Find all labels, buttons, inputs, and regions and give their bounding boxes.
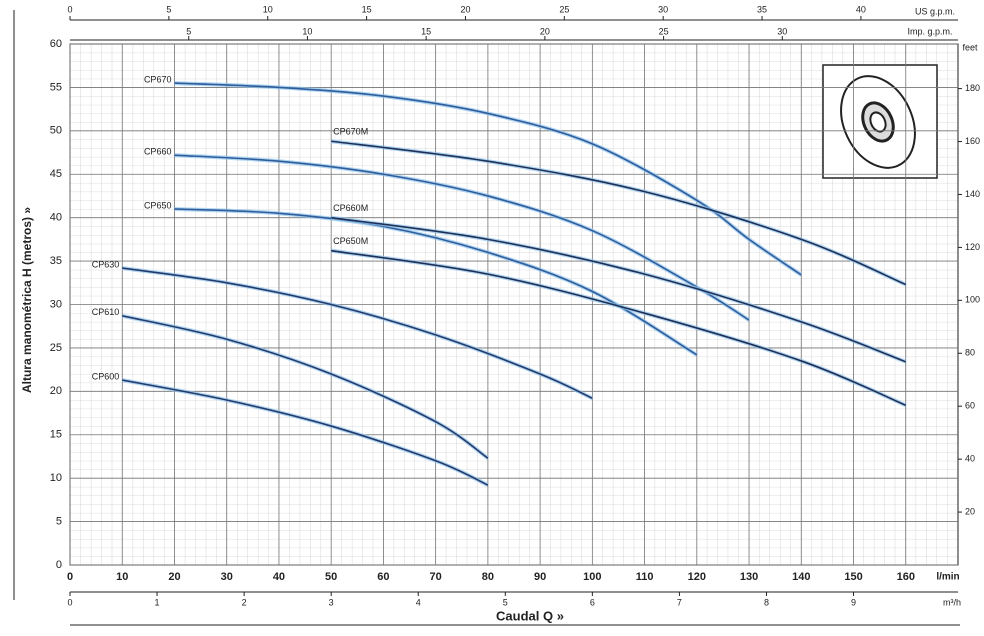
x4-unit: m³/h (943, 597, 961, 607)
y2-tick-label: 140 (965, 189, 980, 199)
x4-tick-label: 7 (677, 597, 682, 607)
x-tick-label: 60 (377, 571, 389, 583)
x-tick-label: 160 (897, 571, 915, 583)
y2-tick-label: 160 (965, 136, 980, 146)
x-tick-label: 0 (67, 571, 73, 583)
x2-tick-label: 35 (757, 4, 767, 14)
y-tick-label: 0 (56, 559, 62, 571)
y-tick-label: 20 (50, 385, 62, 397)
x3-tick-label: 30 (777, 26, 787, 36)
curve-label: CP670 (144, 74, 172, 84)
x-tick-label: 80 (482, 571, 494, 583)
x-tick-label: 70 (430, 571, 442, 583)
y-tick-label: 10 (50, 472, 62, 484)
x3-tick-label: 15 (421, 26, 431, 36)
x4-tick-label: 0 (67, 597, 72, 607)
y2-tick-label: 60 (965, 401, 975, 411)
y2-tick-label: 20 (965, 506, 975, 516)
curve-label: CP610 (92, 307, 120, 317)
x-tick-label: 30 (221, 571, 233, 583)
curve-label: CP660M (333, 203, 368, 213)
curve-label: CP670M (333, 127, 368, 137)
x3-unit: Imp. g.p.m. (907, 26, 952, 36)
x-tick-label: 50 (325, 571, 337, 583)
curve-label: CP660 (144, 147, 172, 157)
x-tick-label: 100 (583, 571, 601, 583)
x2-tick-label: 40 (856, 4, 866, 14)
x3-tick-label: 10 (302, 26, 312, 36)
pump-icon (823, 64, 937, 180)
x2-tick-label: 0 (67, 4, 72, 14)
x4-tick-label: 2 (242, 597, 247, 607)
x-tick-label: 90 (534, 571, 546, 583)
y-tick-label: 50 (50, 125, 62, 137)
x3-tick-label: 5 (186, 26, 191, 36)
y-tick-label: 45 (50, 168, 62, 180)
y-tick-label: 35 (50, 255, 62, 267)
x2-tick-label: 25 (559, 4, 569, 14)
x2-tick-label: 10 (263, 4, 273, 14)
y-tick-label: 30 (50, 298, 62, 310)
x2-unit: US g.p.m. (915, 6, 955, 16)
y-tick-label: 40 (50, 212, 62, 224)
x-tick-label: 130 (740, 571, 758, 583)
y2-tick-label: 40 (965, 454, 975, 464)
x4-tick-label: 6 (590, 597, 595, 607)
y2-unit: feet (962, 42, 978, 52)
x-unit: l/min (936, 572, 959, 583)
y-axis-title: Altura manométrica H (metros) » (20, 207, 34, 393)
x3-tick-label: 20 (540, 26, 550, 36)
x-tick-label: 10 (116, 571, 128, 583)
y-tick-label: 60 (50, 38, 62, 50)
x3-tick-label: 25 (659, 26, 669, 36)
y2-tick-label: 180 (965, 83, 980, 93)
curve-label: CP650 (144, 200, 172, 210)
y2-tick-label: 80 (965, 348, 975, 358)
x-axis-title: Caudal Q » (496, 608, 564, 623)
x2-tick-label: 20 (460, 4, 470, 14)
y-tick-label: 55 (50, 81, 62, 93)
y-tick-label: 25 (50, 342, 62, 354)
y2-tick-label: 120 (965, 242, 980, 252)
y-tick-label: 5 (56, 515, 62, 527)
x-tick-label: 150 (844, 571, 862, 583)
x-tick-label: 20 (168, 571, 180, 583)
x4-tick-label: 9 (851, 597, 856, 607)
x2-tick-label: 15 (362, 4, 372, 14)
x-tick-label: 140 (792, 571, 810, 583)
curve-label: CP650M (333, 236, 368, 246)
curve-label: CP600 (92, 371, 120, 381)
x-tick-label: 110 (636, 571, 654, 583)
chart: Altura manométrica H (metros) » Caudal Q… (0, 0, 984, 631)
x4-tick-label: 1 (155, 597, 160, 607)
x-tick-label: 40 (273, 571, 285, 583)
x2-tick-label: 30 (658, 4, 668, 14)
x-tick-label: 120 (688, 571, 706, 583)
x4-tick-label: 3 (329, 597, 334, 607)
y2-tick-label: 100 (965, 295, 980, 305)
x4-tick-label: 5 (503, 597, 508, 607)
y-tick-label: 15 (50, 429, 62, 441)
x2-tick-label: 5 (166, 4, 171, 14)
curve-label: CP630 (92, 259, 120, 269)
x4-tick-label: 8 (764, 597, 769, 607)
x4-tick-label: 4 (416, 597, 421, 607)
